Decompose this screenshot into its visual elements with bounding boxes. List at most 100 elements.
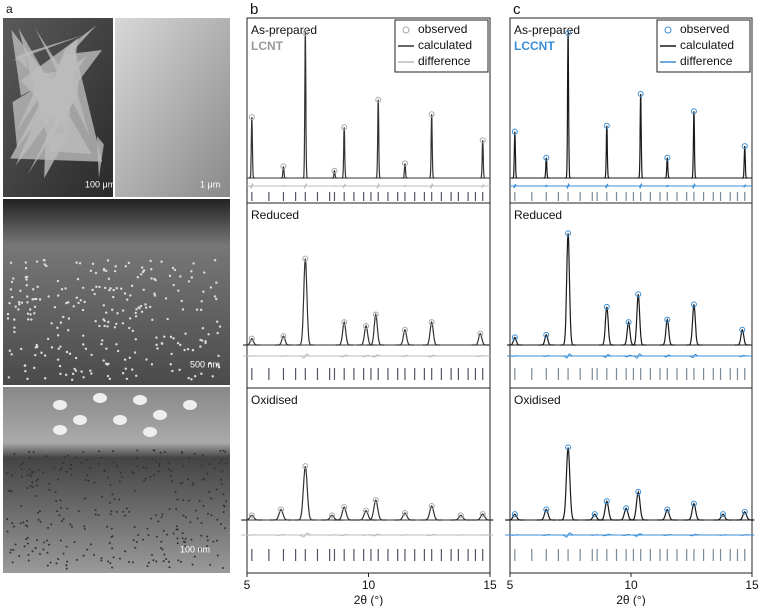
particle: [12, 277, 15, 280]
pore: [65, 564, 68, 567]
difference-peak: [302, 182, 309, 189]
particle: [29, 308, 32, 311]
x-tick-label: 5: [507, 578, 514, 592]
calculated-peak: [505, 513, 525, 521]
pore: [135, 457, 138, 460]
particle: [107, 362, 110, 366]
particle: [81, 308, 85, 312]
particle: [106, 325, 109, 328]
particle: [33, 312, 36, 315]
particle: [43, 263, 46, 266]
observed-point: [428, 502, 435, 509]
x-axis-label: 2θ (°): [354, 593, 383, 606]
calculated-peak: [367, 312, 385, 346]
pore: [208, 463, 211, 466]
pore: [155, 514, 158, 517]
particle: [67, 317, 71, 320]
calculated-peak: [616, 507, 636, 521]
pore: [9, 551, 12, 554]
pore: [209, 563, 212, 566]
particle: [59, 321, 63, 324]
particle: [149, 305, 152, 309]
calculated-peak: [241, 514, 263, 521]
pore: [152, 449, 155, 452]
pore: [133, 471, 136, 474]
difference-peak: [396, 354, 414, 358]
pore: [27, 553, 30, 556]
pore: [159, 546, 162, 549]
particle: [131, 329, 135, 333]
pore: [82, 554, 85, 557]
pore: [66, 507, 69, 510]
calculated-peak: [538, 333, 554, 346]
calculated-peak: [450, 514, 472, 521]
particle: [136, 276, 140, 279]
particle: [186, 347, 190, 351]
calculated-peak: [560, 233, 576, 346]
pore: [108, 541, 111, 544]
observed-point: [623, 505, 630, 512]
calculated-peak: [657, 508, 677, 521]
particle: [191, 348, 195, 352]
pore: [149, 475, 152, 478]
pore: [200, 521, 203, 524]
pore: [30, 475, 33, 478]
x-tick-label: 10: [624, 578, 638, 592]
grain: [34, 28, 90, 135]
pore: [118, 498, 121, 501]
pore: [109, 562, 112, 565]
pore: [200, 464, 203, 467]
observed-point: [329, 512, 336, 519]
pore: [84, 497, 87, 500]
pore: [112, 556, 115, 559]
pore: [201, 454, 204, 457]
particle: [200, 372, 203, 375]
pore: [94, 509, 97, 512]
particle: [128, 356, 132, 359]
calculated-peak: [507, 336, 523, 346]
particle: [171, 266, 175, 270]
pore: [6, 472, 9, 475]
particle: [155, 336, 158, 339]
pore: [224, 450, 227, 453]
particle: [17, 301, 21, 304]
particle: [135, 374, 138, 377]
particle: [35, 260, 39, 263]
pore: [94, 513, 97, 516]
particle: [31, 298, 34, 301]
pore: [112, 450, 115, 453]
pore: [63, 455, 66, 458]
particle: [18, 303, 21, 306]
x-tick-label: 10: [362, 578, 376, 592]
particle: [43, 259, 46, 262]
pore: [168, 508, 171, 511]
observed-point: [637, 90, 644, 97]
pore: [26, 519, 29, 522]
pore: [29, 485, 32, 488]
particle: [153, 292, 156, 295]
nanoparticle: [53, 425, 67, 435]
pore: [143, 479, 146, 482]
pore: [66, 560, 69, 563]
pore: [55, 562, 58, 565]
calculated-peak: [280, 166, 287, 179]
pore: [58, 468, 61, 471]
observed-point: [511, 334, 518, 341]
difference-peak: [248, 183, 255, 189]
pore: [206, 545, 209, 548]
pore: [162, 560, 165, 563]
particle: [50, 346, 54, 349]
pore: [31, 486, 34, 489]
calculated-peak: [296, 258, 315, 346]
pore: [198, 499, 201, 502]
subplot-title: As-prepared: [251, 23, 317, 37]
particle: [140, 266, 144, 269]
nanoparticle: [73, 415, 87, 425]
particle: [73, 367, 76, 371]
pore: [142, 466, 145, 469]
particle: [68, 352, 72, 355]
scale-bar-label: 100 μm: [85, 179, 115, 189]
particle: [105, 311, 108, 314]
calculated-peak: [365, 498, 387, 521]
pore: [146, 565, 149, 568]
